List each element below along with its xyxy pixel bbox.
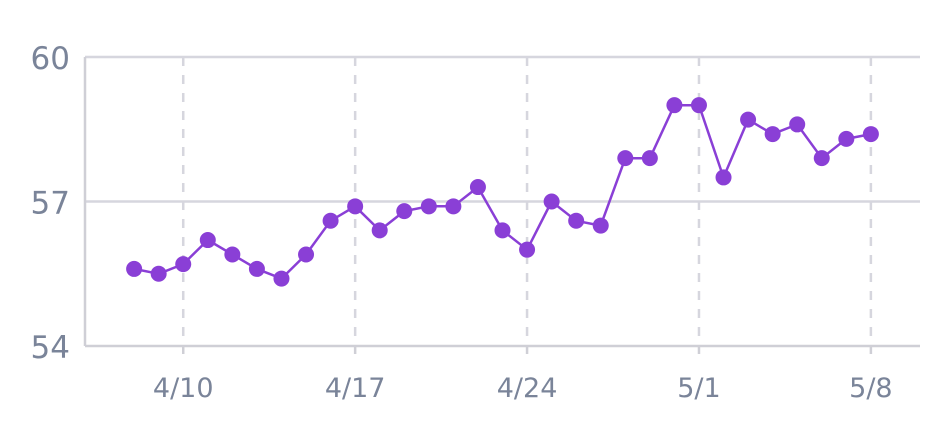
data-point: [420, 198, 437, 215]
data-point: [641, 150, 658, 167]
data-point: [322, 212, 339, 229]
data-point: [862, 126, 879, 143]
data-point: [224, 246, 241, 263]
data-point: [371, 222, 388, 239]
data-point: [666, 97, 683, 114]
data-point: [396, 203, 413, 220]
data-point: [690, 97, 707, 114]
data-point: [813, 150, 830, 167]
x-tick-label: 5/8: [849, 373, 892, 404]
x-tick-label: 4/17: [325, 373, 386, 404]
data-point: [494, 222, 511, 239]
data-point: [789, 116, 806, 133]
data-point: [469, 179, 486, 196]
data-point: [568, 212, 585, 229]
data-point: [764, 126, 781, 143]
data-point: [715, 169, 732, 186]
data-point: [519, 241, 536, 258]
data-point: [199, 232, 216, 249]
axis-layer: [83, 57, 920, 354]
y-tick-label: 60: [31, 41, 70, 77]
data-point: [592, 217, 609, 234]
data-point: [175, 256, 192, 273]
tick-label-layer: 54 57 60 4/10 4/17 4/24 5/1 5/8: [31, 41, 893, 404]
x-tick-label: 5/1: [677, 373, 720, 404]
data-point: [445, 198, 462, 215]
y-tick-label: 54: [31, 330, 70, 366]
data-point: [740, 111, 757, 128]
series-line: [133, 103, 872, 280]
data-point: [126, 260, 143, 277]
data-point: [273, 270, 290, 287]
series-layer: [126, 97, 879, 287]
data-point: [838, 130, 855, 147]
data-point: [543, 193, 560, 210]
data-point: [298, 246, 315, 263]
x-tick-label: 4/24: [497, 373, 558, 404]
grid-layer: [85, 55, 920, 346]
data-point: [150, 265, 167, 282]
x-tick-label: 4/10: [153, 373, 214, 404]
data-point: [248, 260, 265, 277]
data-point: [617, 150, 634, 167]
data-point: [347, 198, 364, 215]
y-tick-label: 57: [31, 186, 70, 222]
